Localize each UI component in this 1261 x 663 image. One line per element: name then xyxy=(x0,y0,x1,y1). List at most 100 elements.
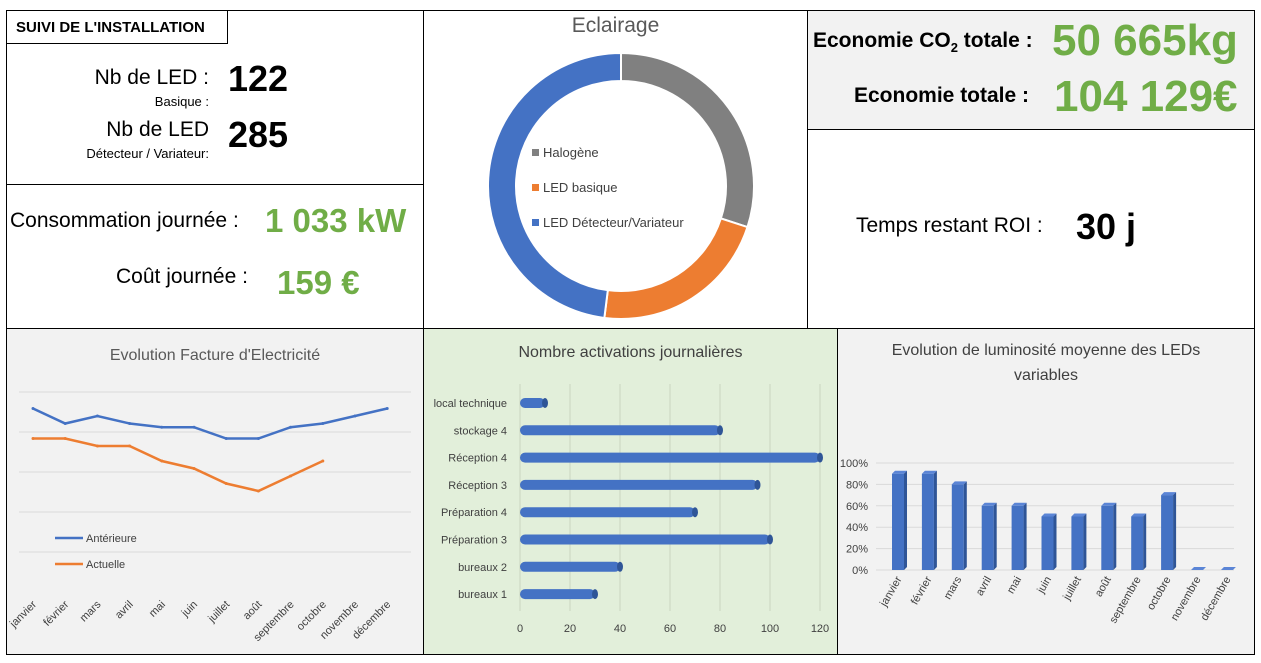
hbar-bar xyxy=(520,479,758,490)
vbar-y-tick: 100% xyxy=(840,458,868,470)
hbar-bar xyxy=(520,398,545,408)
line-point xyxy=(192,425,196,429)
line-x-tick: mars xyxy=(78,598,104,624)
donut-legend-swatch-1 xyxy=(532,149,539,156)
lighting-chart: Eclairage Halogène LED basique LED Détecte… xyxy=(424,11,807,328)
lighting-chart-title: Eclairage xyxy=(571,14,660,37)
vbar-bar xyxy=(1161,495,1174,570)
vbar-bar-top xyxy=(921,470,937,474)
hbar-bar-cap xyxy=(817,452,823,463)
day-cost-value: 159 € xyxy=(277,264,360,301)
installation-title-box: SUIVI DE L'INSTALLATION xyxy=(6,10,228,44)
vbar-y-tick: 80% xyxy=(846,479,868,491)
line-point xyxy=(95,414,99,418)
vbar-x-tick: décembre xyxy=(1199,575,1234,623)
hbar-x-tick: 20 xyxy=(564,623,576,635)
hbar-x-tick: 100 xyxy=(761,623,779,635)
hbar-y-tick: Préparation 3 xyxy=(441,535,507,547)
hbar-bar-cap xyxy=(617,561,623,572)
line-x-tick: février xyxy=(41,598,71,628)
vbar-bar-side xyxy=(963,481,967,570)
activations-chart-panel: Nombre activations journalières 0 20 40 60 8… xyxy=(423,328,838,655)
vbar-bar-top xyxy=(1220,567,1236,570)
hbar-bar-cap xyxy=(592,589,598,600)
hbar-bar xyxy=(520,507,695,518)
led-detect-sub: Détecteur / Variateur: xyxy=(86,146,209,161)
activations-chart-title: Nombre activations journalières xyxy=(518,344,743,361)
vbar-y-tick: 20% xyxy=(846,544,868,556)
hbar-y-tick: Réception 3 xyxy=(448,480,507,492)
line-point xyxy=(224,482,228,485)
line-point xyxy=(63,422,67,425)
line-point xyxy=(321,459,325,463)
vbar-y-tick: 60% xyxy=(846,501,868,513)
led-detect-label: Nb de LED xyxy=(106,118,209,141)
donut-slice-1 xyxy=(620,51,755,229)
vbar-bar-top xyxy=(892,470,907,474)
line-series-1 xyxy=(32,407,388,440)
line-point xyxy=(192,467,196,470)
vbar-x-tick: juin xyxy=(1035,575,1054,597)
hbar-y-tick: Réception 4 xyxy=(448,453,507,465)
total-savings-label: Economie totale : xyxy=(854,84,1030,107)
hbar-bar xyxy=(520,561,620,572)
line-x-tick: mai xyxy=(147,599,168,620)
hbar-bar xyxy=(520,452,820,463)
hbar-y-tick: bureaux 1 xyxy=(458,589,507,601)
vbar-bar-top xyxy=(1041,513,1057,517)
luminosity-bar-chart: 0% 20% 40% 60% 80% 100% janvier février mars avri… xyxy=(840,458,1236,626)
line-point xyxy=(31,437,35,440)
hbar-bar-cap xyxy=(692,507,698,518)
total-savings-value: 104 129€ xyxy=(1054,72,1238,121)
hbar-bar-cap xyxy=(717,425,723,436)
line-x-tick: avril xyxy=(113,599,136,622)
bill-chart-panel: Evolution Facture d'Electricité Antérieu… xyxy=(6,328,424,655)
hbar-y-tick: Préparation 4 xyxy=(441,507,507,519)
line-point xyxy=(95,444,99,448)
line-x-tick: juillet xyxy=(205,599,232,626)
hbar-y-tick: local technique xyxy=(434,398,507,410)
vbar-bar-top xyxy=(1101,502,1117,506)
vbar-bar xyxy=(921,473,934,570)
vbar-x-tick: février xyxy=(909,574,935,607)
vbar-x-tick: août xyxy=(1093,575,1114,600)
hbar-y-tick: stockage 4 xyxy=(454,425,507,437)
hbar-bar-cap xyxy=(754,479,761,490)
vbar-bar-side xyxy=(1083,513,1087,570)
donut-legend-label-2: LED basique xyxy=(543,180,617,195)
vbar-bar xyxy=(1071,516,1084,570)
hbar-bar xyxy=(520,425,720,436)
line-point xyxy=(321,422,325,425)
hbar-y-tick: bureaux 2 xyxy=(458,562,507,574)
vbar-bar-top xyxy=(1161,492,1177,496)
hbar-bar xyxy=(520,534,770,545)
vbar-x-tick: mai xyxy=(1005,575,1024,596)
vbar-bar-side xyxy=(1053,513,1057,570)
luminosity-chart-panel: Evolution de luminosité moyenne des LEDs… xyxy=(837,328,1255,655)
co2-label-main: Economie CO xyxy=(813,29,951,52)
hbar-x-tick: 80 xyxy=(714,623,726,635)
hbar-x-tick: 40 xyxy=(614,623,626,635)
vbar-y-tick: 0% xyxy=(852,565,868,577)
vbar-bar-side xyxy=(904,470,907,570)
line-x-tick: juin xyxy=(179,599,200,620)
vbar-bar xyxy=(1011,505,1024,570)
donut-legend-swatch-2 xyxy=(532,184,539,191)
vbar-y-tick: 40% xyxy=(846,522,868,534)
vbar-x-tick: janvier xyxy=(878,574,905,609)
installation-title: SUIVI DE L'INSTALLATION xyxy=(16,19,205,36)
vbar-bar-side xyxy=(993,502,997,570)
line-point xyxy=(63,437,67,440)
line-point xyxy=(353,414,357,418)
donut-slice-3 xyxy=(487,51,622,320)
line-point xyxy=(128,444,132,448)
hbar-x-tick: 60 xyxy=(664,623,676,635)
vbar-bar-top xyxy=(951,481,967,485)
line-point xyxy=(31,407,35,410)
vbar-bar-side xyxy=(1113,502,1117,570)
vbar-bar-top xyxy=(1131,513,1147,517)
vbar-bar-side xyxy=(1173,492,1177,570)
line-point xyxy=(128,422,132,425)
line-point xyxy=(289,425,293,429)
day-consumption-label: Consommation journée : xyxy=(10,209,239,232)
